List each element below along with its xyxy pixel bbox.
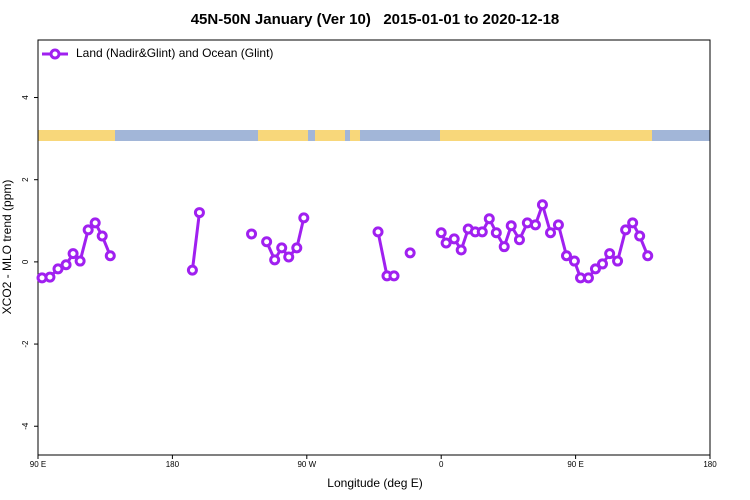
data-point — [589, 263, 601, 275]
land-strip — [315, 130, 345, 141]
data-point — [536, 199, 548, 211]
data-point — [291, 242, 303, 254]
data-point — [498, 241, 510, 253]
land-strip — [350, 130, 360, 141]
data-point — [582, 272, 594, 284]
data-point — [627, 217, 639, 229]
data-point — [104, 250, 116, 262]
x-tick-label: 180 — [166, 460, 180, 469]
x-tick-label: 90 E — [30, 460, 46, 469]
y-tick-label: 2 — [21, 177, 30, 182]
data-point — [513, 234, 525, 246]
data-point — [604, 248, 616, 260]
legend-marker — [49, 48, 61, 60]
data-point — [568, 255, 580, 267]
data-point — [490, 227, 502, 239]
x-tick-label: 0 — [439, 460, 444, 469]
data-point — [193, 207, 205, 219]
data-point — [476, 226, 488, 238]
data-point — [44, 271, 56, 283]
data-point — [483, 213, 495, 225]
data-point — [448, 233, 460, 245]
data-point — [505, 220, 517, 232]
data-point — [89, 217, 101, 229]
x-tick-label: 180 — [703, 460, 717, 469]
data-point — [261, 236, 273, 248]
data-point — [634, 230, 646, 242]
data-point — [642, 250, 654, 262]
chart-title: 45N-50N January (Ver 10) 2015-01-01 to 2… — [191, 11, 560, 28]
data-point — [404, 247, 416, 259]
data-point — [529, 219, 541, 231]
data-point — [74, 255, 86, 267]
land-strip — [440, 130, 652, 141]
data-point — [612, 255, 624, 267]
data-point — [455, 244, 467, 256]
y-tick-label: 4 — [21, 95, 30, 100]
y-tick-label: -4 — [21, 422, 30, 430]
data-point — [283, 251, 295, 263]
map-strip — [38, 130, 710, 141]
data-point — [186, 264, 198, 276]
data-point — [545, 227, 557, 239]
data-point — [96, 230, 108, 242]
data-point — [560, 250, 572, 262]
y-tick-label: 0 — [21, 259, 30, 264]
data-point — [60, 259, 72, 271]
data-point — [372, 226, 384, 238]
data-point — [440, 237, 452, 249]
data-point — [552, 219, 564, 231]
ocean-strip — [38, 130, 710, 141]
data-point — [67, 248, 79, 260]
y-axis-title: XCO2 - MLO trend (ppm) — [0, 180, 14, 315]
x-tick-label: 90 E — [567, 460, 583, 469]
legend-label: Land (Nadir&Glint) and Ocean (Glint) — [76, 46, 273, 60]
land-strip — [258, 130, 308, 141]
series-line — [41, 199, 650, 280]
data-point — [82, 224, 94, 236]
y-tick-label: -2 — [21, 340, 30, 348]
x-axis-title: Longitude (deg E) — [327, 476, 422, 490]
data-point — [276, 242, 288, 254]
legend: Land (Nadir&Glint) and Ocean (Glint) — [42, 46, 273, 60]
data-point — [52, 263, 64, 275]
data-point — [596, 258, 608, 270]
data-point — [246, 228, 258, 240]
x-tick-label: 90 W — [297, 460, 316, 469]
data-point — [388, 270, 400, 282]
data-point — [435, 227, 447, 239]
data-point — [298, 212, 310, 224]
land-strip — [38, 130, 115, 141]
data-point — [620, 224, 632, 236]
plot-frame — [37, 39, 711, 456]
data-point — [269, 254, 281, 266]
